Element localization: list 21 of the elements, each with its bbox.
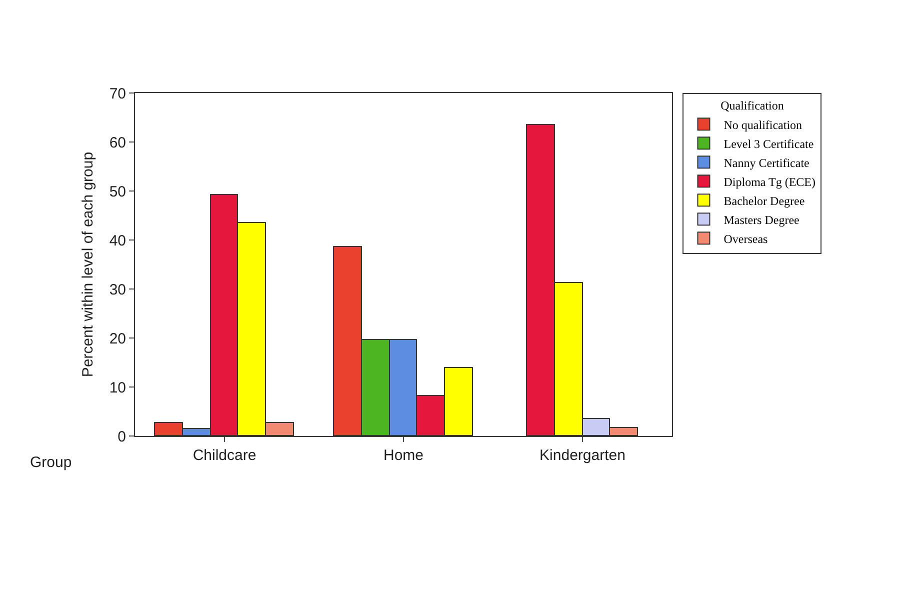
y-tick-label: 60 — [109, 134, 126, 152]
y-tick-label: 10 — [109, 379, 126, 396]
legend-label: Overseas — [724, 232, 768, 246]
x-tick-label: Kindergarten — [540, 447, 626, 464]
y-tick-label: 40 — [109, 232, 126, 250]
y-tick-label: 50 — [109, 183, 126, 200]
legend-label: Masters Degree — [724, 212, 800, 227]
y-tick-label: 20 — [109, 330, 126, 348]
y-axis-title: Percent within level of each group — [80, 152, 97, 378]
legend-label: Bachelor Degree — [724, 194, 805, 208]
y-tick-label: 0 — [118, 428, 126, 446]
legend-label: Diploma Tg (ECE) — [724, 174, 816, 189]
x-tick-label: Childcare — [192, 447, 256, 464]
x-tick-label: Home — [383, 447, 424, 464]
y-tick-label: 30 — [109, 281, 126, 298]
legend-title: Qualification — [720, 98, 784, 113]
legend-label: No qualification — [724, 118, 802, 132]
x-axis-title: Group — [30, 454, 72, 471]
legend-label: Nanny Certificate — [724, 156, 810, 170]
legend-label: Level 3 Certificate — [724, 136, 814, 151]
y-tick-label: 70 — [109, 85, 126, 102]
